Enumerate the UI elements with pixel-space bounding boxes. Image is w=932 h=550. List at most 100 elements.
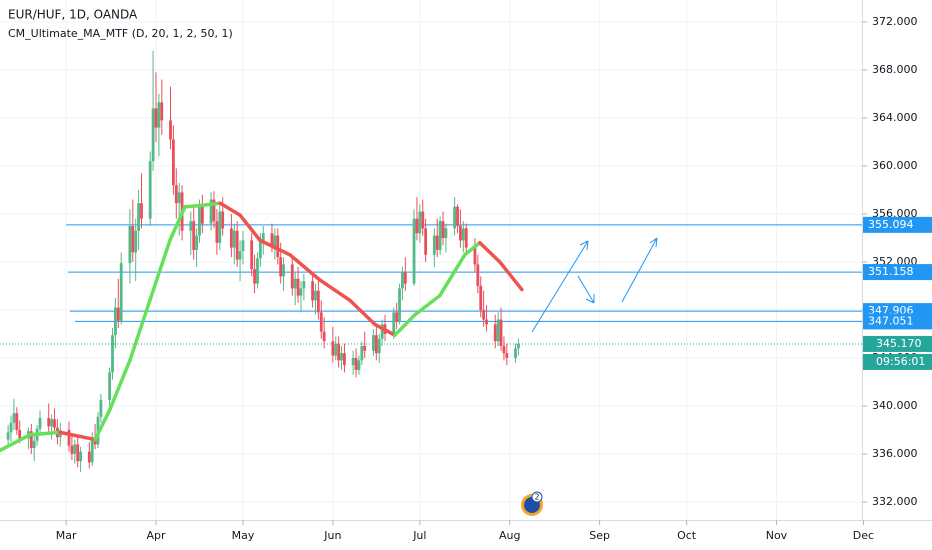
- candle-body: [29, 431, 33, 448]
- candle-body: [18, 429, 22, 439]
- candle-body: [47, 417, 51, 427]
- ma-segment: [318, 278, 352, 303]
- x-tick-label: Aug: [499, 529, 520, 542]
- ma-segment: [0, 433, 32, 453]
- candle-body: [351, 357, 355, 366]
- candle-body: [290, 264, 294, 289]
- candle-body: [229, 228, 233, 248]
- candle-body: [151, 108, 155, 162]
- y-tick-label: 364.000: [872, 111, 918, 124]
- candle-body: [253, 269, 256, 284]
- y-tick-label: 360.000: [872, 159, 918, 172]
- candle-body: [444, 228, 448, 238]
- moving-average: [0, 201, 524, 453]
- ma-segment: [438, 253, 467, 298]
- arrow: [621, 237, 658, 303]
- candle-body: [316, 290, 320, 313]
- axes: 332.000336.000340.000344.000348.000352.0…: [56, 15, 932, 542]
- countdown-bg: [863, 353, 932, 370]
- candle-body: [6, 432, 10, 440]
- candle-body: [171, 139, 175, 186]
- ma-segment: [288, 253, 322, 282]
- candle-body: [238, 251, 242, 260]
- candle-body: [282, 264, 285, 277]
- candle-body: [9, 422, 13, 433]
- ma-segment: [128, 298, 152, 363]
- candle-body: [67, 429, 71, 446]
- candle-body: [174, 185, 178, 204]
- candle-body: [322, 331, 326, 342]
- candle-body: [415, 218, 419, 234]
- candle-body: [87, 451, 91, 463]
- candle-body: [479, 285, 483, 310]
- candle-body: [70, 445, 74, 454]
- ma-segment: [183, 203, 202, 209]
- candle-body: [461, 228, 465, 241]
- candle-body: [212, 199, 216, 222]
- x-tick-label: Nov: [766, 529, 788, 542]
- candle-body: [331, 341, 335, 356]
- x-tick-label: Oct: [677, 529, 697, 542]
- badge-count: 2: [534, 493, 539, 502]
- ma-segment: [58, 430, 97, 442]
- x-tick-label: Jul: [412, 529, 426, 542]
- arrow: [577, 275, 595, 304]
- candle-body: [169, 120, 172, 140]
- candle-body: [221, 211, 225, 229]
- candle-body: [140, 203, 143, 219]
- candle-body: [418, 211, 422, 234]
- level-label: 347.051: [868, 314, 914, 327]
- candle-body: [299, 288, 303, 296]
- x-tick-label: Mar: [56, 529, 77, 542]
- candle-body: [276, 235, 280, 258]
- ma-segment: [258, 238, 292, 257]
- candle-body: [235, 230, 239, 260]
- candle-body: [337, 343, 341, 361]
- candle-body: [273, 235, 277, 248]
- ma-segment: [198, 201, 222, 208]
- candle-body: [403, 271, 407, 284]
- candle-body: [363, 345, 367, 351]
- ma-segment: [108, 358, 132, 412]
- ma-segment: [218, 201, 242, 217]
- ma-segment: [463, 241, 482, 257]
- candle-body: [499, 319, 503, 346]
- candle-body: [232, 230, 236, 248]
- ma-segment: [348, 298, 377, 327]
- candle-body: [473, 247, 477, 265]
- candle-body: [209, 199, 213, 224]
- candle-body: [195, 235, 198, 250]
- candle-body: [517, 343, 520, 349]
- candle-body: [258, 240, 262, 259]
- candle-body: [73, 444, 77, 454]
- candle-body: [424, 228, 428, 255]
- candle-body: [311, 281, 314, 301]
- candle-body: [505, 353, 509, 358]
- candle-body: [476, 264, 480, 286]
- candle-body: [261, 233, 265, 241]
- candle-body: [53, 419, 56, 428]
- candle-body: [319, 312, 323, 332]
- x-tick-label: Sep: [589, 529, 610, 542]
- y-tick-label: 332.000: [872, 495, 918, 508]
- ma-segment: [478, 241, 502, 264]
- candle-body: [302, 281, 306, 289]
- candle-body: [459, 225, 462, 241]
- candle-body: [374, 335, 378, 354]
- candle-body: [464, 228, 468, 248]
- candle-body: [360, 345, 364, 361]
- x-tick-label: Jun: [323, 529, 341, 542]
- ma-segment: [93, 407, 112, 442]
- candle-body: [215, 221, 219, 243]
- events-badge[interactable]: 2: [521, 491, 543, 516]
- candle-body: [90, 437, 94, 463]
- level-label: 355.094: [868, 218, 914, 231]
- candle-body: [354, 357, 358, 370]
- candle-body: [250, 240, 254, 270]
- candle-body: [108, 372, 111, 400]
- chart-title: EUR/HUF, 1D, OANDA: [8, 8, 138, 22]
- candle-body: [111, 335, 114, 373]
- candle-body: [154, 108, 158, 128]
- candle-body: [421, 211, 425, 229]
